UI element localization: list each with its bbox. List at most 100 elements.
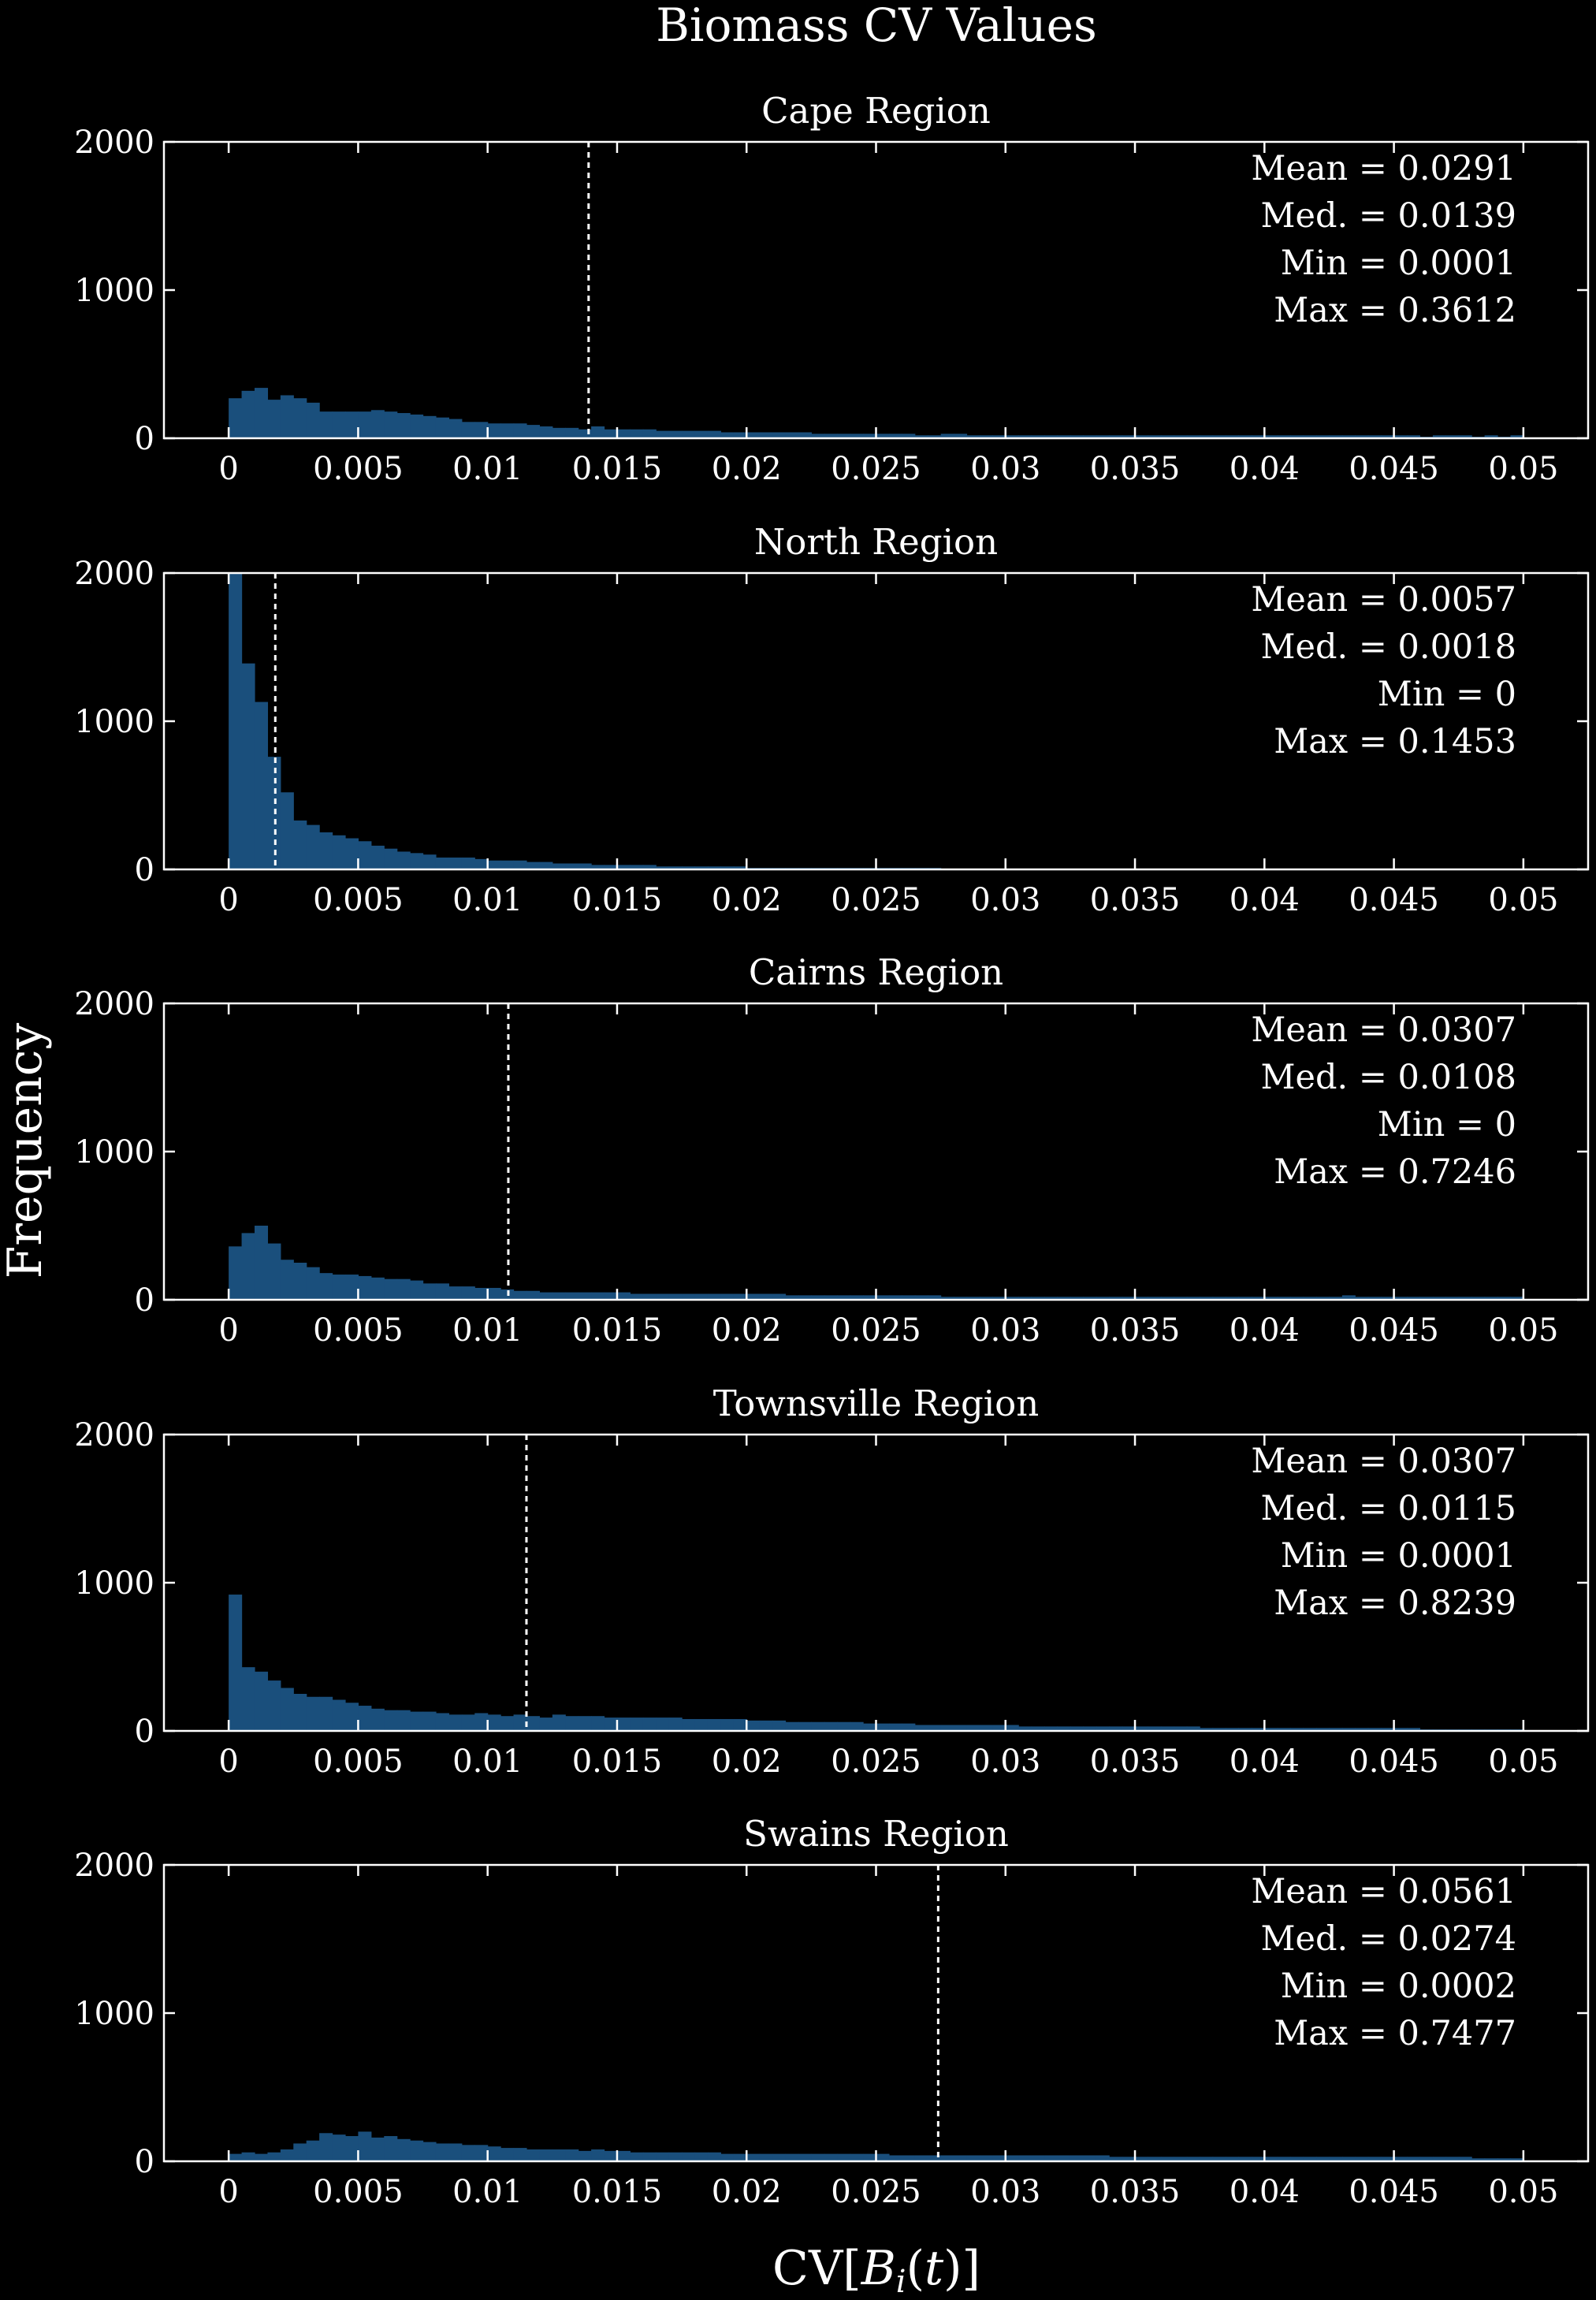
histogram-bar bbox=[513, 1290, 527, 1300]
histogram-bar bbox=[1303, 2157, 1317, 2161]
histogram-bar bbox=[241, 663, 255, 869]
histogram-bar bbox=[1096, 2155, 1110, 2161]
histogram-bar bbox=[384, 848, 398, 869]
histogram-bar bbox=[229, 2153, 243, 2161]
histogram-bar bbox=[500, 2148, 515, 2161]
histogram-bar bbox=[642, 1718, 657, 1731]
histogram-bar bbox=[720, 866, 735, 869]
histogram-bar bbox=[876, 1295, 890, 1300]
histogram-bar bbox=[358, 411, 372, 438]
histogram-bar bbox=[1044, 1297, 1058, 1300]
histogram-bar bbox=[487, 1714, 501, 1731]
histogram-bar bbox=[1277, 1728, 1291, 1731]
histogram-bar bbox=[1290, 2157, 1304, 2161]
x-tick-label: 0.04 bbox=[1230, 1744, 1300, 1780]
x-tick-label: 0.03 bbox=[970, 882, 1040, 918]
histogram-bar bbox=[370, 1277, 385, 1300]
histogram-bar bbox=[552, 863, 566, 869]
histogram-bar bbox=[746, 432, 761, 438]
histogram-bar bbox=[785, 2153, 799, 2161]
histogram-bar bbox=[850, 1721, 864, 1731]
histogram-bar bbox=[370, 845, 385, 869]
histogram-bar bbox=[1381, 1297, 1395, 1300]
histogram-bar bbox=[928, 1725, 942, 1731]
histogram-bar bbox=[1303, 1728, 1317, 1731]
histogram-bar bbox=[1122, 1297, 1136, 1300]
histogram-bar bbox=[565, 427, 579, 438]
x-tick-label: 0.015 bbox=[572, 2174, 663, 2210]
histogram-bar bbox=[1251, 435, 1265, 438]
histogram-bar bbox=[306, 2140, 320, 2161]
x-tick-label: 0.03 bbox=[970, 1312, 1040, 1349]
histogram-bar bbox=[876, 2153, 890, 2161]
histogram-bar bbox=[966, 1297, 980, 1300]
histogram-bar bbox=[1070, 1726, 1084, 1731]
histogram-bar bbox=[850, 1295, 864, 1300]
histogram-bar bbox=[435, 1713, 449, 1731]
histogram-bar bbox=[604, 865, 618, 869]
stats-annotation: Med. = 0.0108 bbox=[1261, 1058, 1517, 1097]
stats-annotation: Mean = 0.0561 bbox=[1251, 1872, 1516, 1911]
histogram-bar bbox=[1160, 1726, 1174, 1731]
histogram-bar bbox=[914, 2155, 928, 2161]
x-tick-label: 0.05 bbox=[1488, 882, 1558, 918]
histogram-bar bbox=[720, 1293, 735, 1300]
histogram-bar bbox=[876, 434, 890, 438]
histogram-bar bbox=[798, 432, 812, 438]
histogram-bar bbox=[682, 1293, 696, 1300]
histogram-bar bbox=[616, 1718, 631, 1731]
y-tick-label: 2000 bbox=[74, 556, 154, 592]
y-tick-label: 0 bbox=[135, 2144, 154, 2180]
histogram-bar bbox=[1432, 435, 1446, 438]
histogram-bar bbox=[837, 434, 851, 438]
stats-annotation: Min = 0.0002 bbox=[1281, 1967, 1516, 2006]
histogram-bar bbox=[1160, 1297, 1174, 1300]
histogram-bar bbox=[1083, 1726, 1097, 1731]
histogram-bar bbox=[1070, 1297, 1084, 1300]
histogram-bar bbox=[837, 1295, 851, 1300]
histogram-bar bbox=[358, 1706, 372, 1731]
x-tick-label: 0.02 bbox=[712, 1744, 782, 1780]
histogram-bar bbox=[824, 1295, 838, 1300]
histogram-bar bbox=[539, 426, 553, 438]
histogram-bar bbox=[616, 1292, 631, 1300]
y-tick-label: 1000 bbox=[74, 1134, 154, 1170]
histogram-bar bbox=[656, 2152, 670, 2161]
histogram-bar bbox=[293, 1694, 307, 1731]
histogram-bar bbox=[1381, 2157, 1395, 2161]
histogram-bar bbox=[344, 1703, 359, 1731]
histogram-bar bbox=[1355, 435, 1369, 438]
histogram-bar bbox=[513, 1714, 527, 1731]
histogram-bar bbox=[1367, 1297, 1382, 1300]
histogram-bar bbox=[979, 1297, 993, 1300]
histogram-bar bbox=[1200, 2157, 1214, 2161]
x-tick-label: 0.035 bbox=[1090, 1312, 1181, 1349]
y-tick-label: 2000 bbox=[74, 125, 154, 161]
histogram-bar bbox=[1226, 1297, 1240, 1300]
figure-ylabel: Frequency bbox=[0, 1023, 53, 1279]
histogram-bar bbox=[902, 2155, 916, 2161]
histogram-bar bbox=[1174, 2157, 1188, 2161]
histogram-bar bbox=[1393, 1297, 1408, 1300]
histogram-bar bbox=[616, 2150, 631, 2161]
histogram-bar bbox=[1264, 1728, 1278, 1731]
histogram-bar bbox=[1031, 1726, 1045, 1731]
histogram-bar bbox=[694, 2152, 709, 2161]
histogram-bar bbox=[824, 1721, 838, 1731]
stats-annotation: Min = 0.0001 bbox=[1281, 244, 1516, 283]
y-tick-label: 0 bbox=[135, 1282, 154, 1319]
histogram-bar bbox=[1044, 435, 1058, 438]
histogram-bar bbox=[474, 1287, 489, 1300]
histogram-bar bbox=[1419, 1297, 1434, 1300]
histogram-bar bbox=[850, 434, 864, 438]
y-tick-label: 2000 bbox=[74, 986, 154, 1022]
histogram-bar bbox=[954, 1297, 968, 1300]
histogram-bar bbox=[1251, 2157, 1265, 2161]
histogram-bar bbox=[1367, 2157, 1382, 2161]
histogram-bar bbox=[1303, 435, 1317, 438]
histogram-bar bbox=[798, 1721, 812, 1731]
histogram-bar bbox=[526, 862, 540, 869]
x-tick-label: 0.04 bbox=[1230, 1312, 1300, 1349]
histogram-bar bbox=[487, 860, 501, 869]
histogram-bar bbox=[474, 858, 489, 869]
